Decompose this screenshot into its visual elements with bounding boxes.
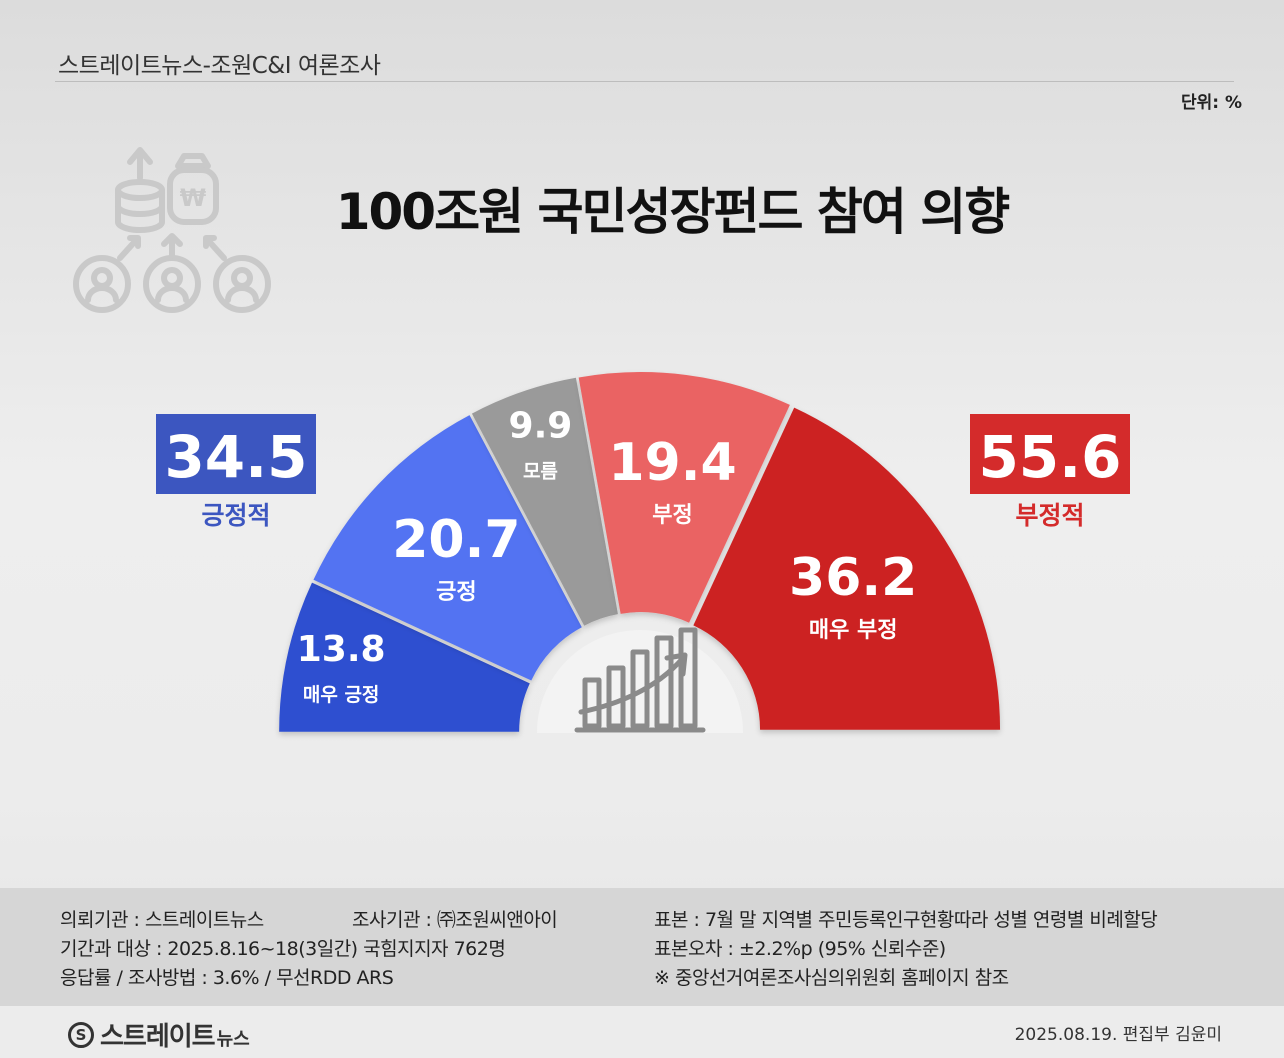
slice-value-2: 9.9 [509,406,573,447]
brand-name: 스트레이트 [100,1022,216,1052]
footer-period: 기간과 대상 : 2025.8.16~18(3일간) 국힘지지자 762명 [60,938,506,960]
survey-footer: 의뢰기관 : 스트레이트뉴스 조사기관 : ㈜조원씨앤아이 기간과 대상 : 2… [0,888,1284,1006]
bottom-bar: S 스트레이트 뉴스 2025.08.19. 편집부 김윤미 [0,1006,1284,1058]
slice-label-1: 긍정 [436,580,476,605]
growth-chart-icon [574,627,706,733]
money-investment-icon: ₩ [73,147,271,313]
center-disc [537,630,743,733]
chart-title: 100조원 국민성장펀드 참여 의향 [335,183,1011,241]
total-label-left: 긍정적 [201,501,270,530]
slice-value-1: 20.7 [392,510,520,570]
total-value-left: 34.5 [164,423,307,491]
brand-sub: 뉴스 [216,1028,250,1050]
slice-label-4: 매우 부정 [809,618,898,643]
slice-4 [693,407,1001,730]
footer-note: ※ 중앙선거여론조사심의위원회 홈페이지 참조 [654,967,1009,989]
slice-3 [578,372,790,623]
footer-sample: 표본 : 7월 말 지역별 주민등록인구현황따라 성별 연령별 비례할당 [654,909,1158,931]
slice-1 [313,415,582,681]
total-value-right: 55.6 [978,423,1121,491]
footer-error: 표본오차 : ±2.2%p (95% 신뢰수준) [654,938,946,960]
slice-2 [471,377,618,626]
credit: 2025.08.19. 편집부 김윤미 [1014,1025,1222,1045]
slice-value-0: 13.8 [297,629,386,670]
svg-text:₩: ₩ [180,184,207,212]
footer-agency: 조사기관 : ㈜조원씨앤아이 [352,909,558,931]
slice-label-2: 모름 [523,461,558,483]
straight-news-logo-icon: S [68,1021,94,1048]
footer-client: 의뢰기관 : 스트레이트뉴스 [60,909,264,931]
header-title: 스트레이트뉴스-조원C&I 여론조사 [58,53,381,79]
footer-response: 응답률 / 조사방법 : 3.6% / 무선RDD ARS [60,967,394,989]
slice-label-0: 매우 긍정 [303,684,380,706]
slice-label-3: 부정 [652,503,692,528]
brand[interactable]: S 스트레이트 뉴스 [68,1016,250,1053]
total-box-right [970,414,1130,494]
slice-value-4: 36.2 [789,548,917,608]
total-box-left [156,414,316,494]
slice-value-3: 19.4 [608,433,736,493]
header-divider [55,81,1234,82]
slice-0 [279,582,530,732]
unit-label: 단위: % [1180,93,1242,113]
total-label-right: 부정적 [1015,501,1084,530]
